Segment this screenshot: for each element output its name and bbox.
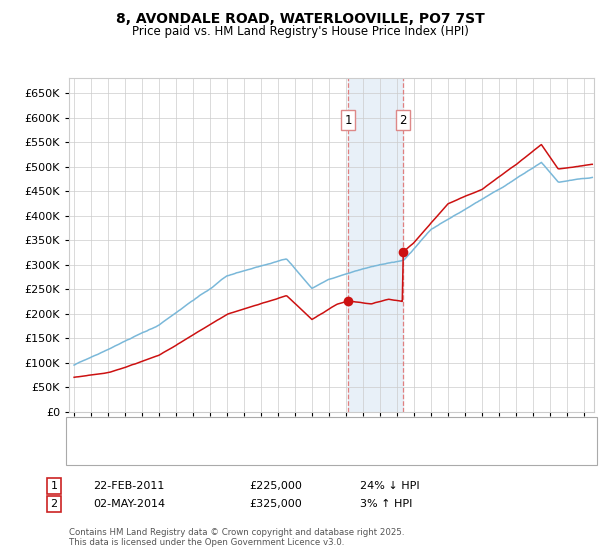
Text: Price paid vs. HM Land Registry's House Price Index (HPI): Price paid vs. HM Land Registry's House … [131, 25, 469, 38]
Text: HPI: Average price, detached house, Havant: HPI: Average price, detached house, Hava… [108, 445, 338, 455]
Text: 02-MAY-2014: 02-MAY-2014 [93, 499, 165, 509]
Text: £325,000: £325,000 [249, 499, 302, 509]
Text: 3% ↑ HPI: 3% ↑ HPI [360, 499, 412, 509]
Text: 8, AVONDALE ROAD, WATERLOOVILLE, PO7 7ST: 8, AVONDALE ROAD, WATERLOOVILLE, PO7 7ST [116, 12, 484, 26]
Text: 1: 1 [344, 114, 352, 127]
Text: Contains HM Land Registry data © Crown copyright and database right 2025.
This d: Contains HM Land Registry data © Crown c… [69, 528, 404, 547]
Text: 1: 1 [50, 481, 58, 491]
Text: 2: 2 [400, 114, 407, 127]
Text: 24% ↓ HPI: 24% ↓ HPI [360, 481, 419, 491]
Text: 2: 2 [50, 499, 58, 509]
Text: £225,000: £225,000 [249, 481, 302, 491]
Text: 8, AVONDALE ROAD, WATERLOOVILLE, PO7 7ST (detached house): 8, AVONDALE ROAD, WATERLOOVILLE, PO7 7ST… [108, 428, 449, 438]
Text: 22-FEB-2011: 22-FEB-2011 [93, 481, 164, 491]
Bar [348, 78, 403, 412]
